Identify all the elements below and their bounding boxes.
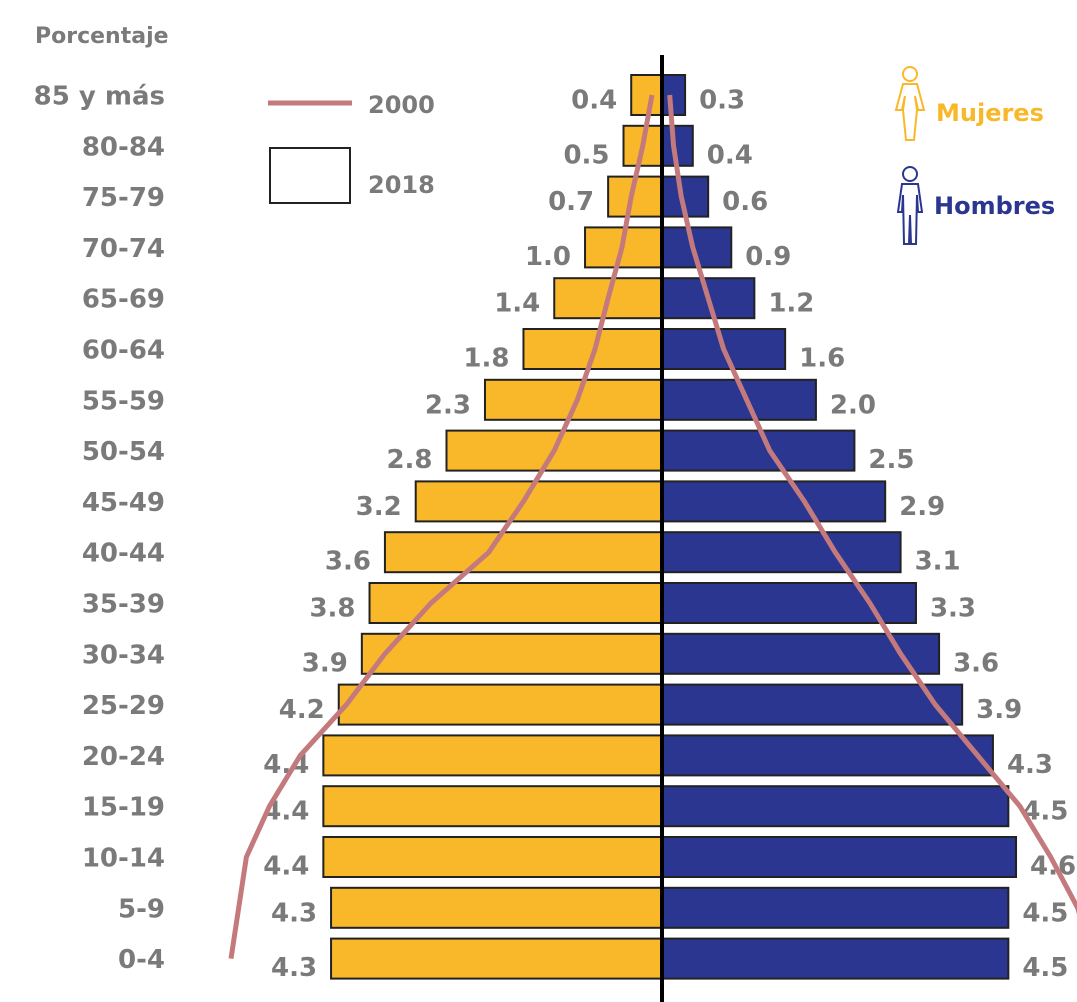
bar xyxy=(661,785,1010,828)
y-tick-label: 55-59 xyxy=(82,386,165,416)
bar xyxy=(322,785,663,828)
y-tick-label: 65-69 xyxy=(82,285,165,315)
legend-label: Hombres xyxy=(934,192,1055,220)
bar xyxy=(337,683,663,726)
value-label: 1.2 xyxy=(768,289,814,319)
value-label: 3.6 xyxy=(953,648,999,678)
value-label: 3.9 xyxy=(976,695,1022,725)
value-label: 0.5 xyxy=(563,140,609,170)
y-tick-label: 60-64 xyxy=(82,336,165,366)
bar xyxy=(661,734,994,777)
value-label: 1.8 xyxy=(463,344,509,374)
value-label: 0.4 xyxy=(571,86,617,116)
line-2000 xyxy=(667,94,1077,915)
value-label: 4.5 xyxy=(1022,898,1068,928)
value-label: 4.4 xyxy=(263,852,309,882)
value-label: 0.6 xyxy=(722,187,768,217)
bar xyxy=(661,886,1010,929)
bar xyxy=(661,429,856,472)
y-tick-label: 40-44 xyxy=(82,539,165,569)
bar xyxy=(330,937,663,980)
value-label: 4.3 xyxy=(271,953,317,983)
bar xyxy=(661,582,917,624)
bar xyxy=(360,632,663,675)
y-tick-label: 35-39 xyxy=(82,590,165,620)
bar xyxy=(661,836,1018,878)
bar xyxy=(383,531,663,574)
value-label: 2.0 xyxy=(830,390,876,420)
bar xyxy=(661,531,902,574)
value-label: 4.5 xyxy=(1022,953,1068,983)
value-label: 1.0 xyxy=(525,242,571,272)
y-tick-label: 85 y más xyxy=(34,82,165,112)
value-label: 2.5 xyxy=(868,445,914,475)
bar xyxy=(414,480,664,523)
bar xyxy=(661,937,1010,980)
y-tick-label: 25-29 xyxy=(82,691,165,721)
value-label: 0.9 xyxy=(745,242,791,272)
legend-label: Mujeres xyxy=(936,99,1044,127)
bar xyxy=(661,480,887,523)
axis-label: Porcentaje xyxy=(35,24,169,49)
bar xyxy=(661,632,941,675)
bar xyxy=(322,836,663,878)
y-tick-label: 30-34 xyxy=(82,640,165,670)
bar xyxy=(322,734,663,777)
value-label: 3.9 xyxy=(302,648,348,678)
y-tick-label: 0-4 xyxy=(118,945,165,975)
value-label: 3.2 xyxy=(356,492,402,522)
y-tick-label: 45-49 xyxy=(82,488,165,518)
y-tick-label: 70-74 xyxy=(82,234,165,264)
value-label: 0.4 xyxy=(707,140,753,170)
bar xyxy=(661,683,964,726)
value-label: 0.3 xyxy=(699,86,745,116)
value-label: 2.9 xyxy=(899,492,945,522)
y-tick-label: 20-24 xyxy=(82,742,165,772)
value-label: 2.8 xyxy=(386,445,432,475)
bar xyxy=(630,74,664,116)
value-label: 4.3 xyxy=(271,898,317,928)
bar xyxy=(661,74,687,116)
y-tick-label: 10-14 xyxy=(82,844,165,874)
value-label: 4.3 xyxy=(1007,750,1053,780)
value-label: 3.6 xyxy=(325,547,371,577)
y-tick-label: 5-9 xyxy=(118,894,165,924)
icon-woman xyxy=(894,66,926,141)
icon-man xyxy=(896,166,924,245)
legend-label: 2018 xyxy=(368,171,435,199)
value-label: 4.2 xyxy=(279,695,325,725)
y-tick-label: 75-79 xyxy=(82,183,165,213)
value-label: 2.3 xyxy=(425,390,471,420)
y-tick-label: 15-19 xyxy=(82,793,165,823)
value-label: 3.1 xyxy=(915,547,961,577)
y-tick-label: 50-54 xyxy=(82,437,165,467)
bar xyxy=(330,886,663,929)
value-label: 3.8 xyxy=(309,594,355,624)
value-label: 0.7 xyxy=(548,187,594,217)
value-label: 1.4 xyxy=(494,289,540,319)
y-tick-label: 80-84 xyxy=(82,132,165,162)
legend-box xyxy=(269,147,351,204)
bar xyxy=(368,582,663,624)
value-label: 1.6 xyxy=(799,344,845,374)
legend-label: 2000 xyxy=(368,91,435,119)
value-label: 3.3 xyxy=(930,594,976,624)
line-2000 xyxy=(228,94,655,959)
